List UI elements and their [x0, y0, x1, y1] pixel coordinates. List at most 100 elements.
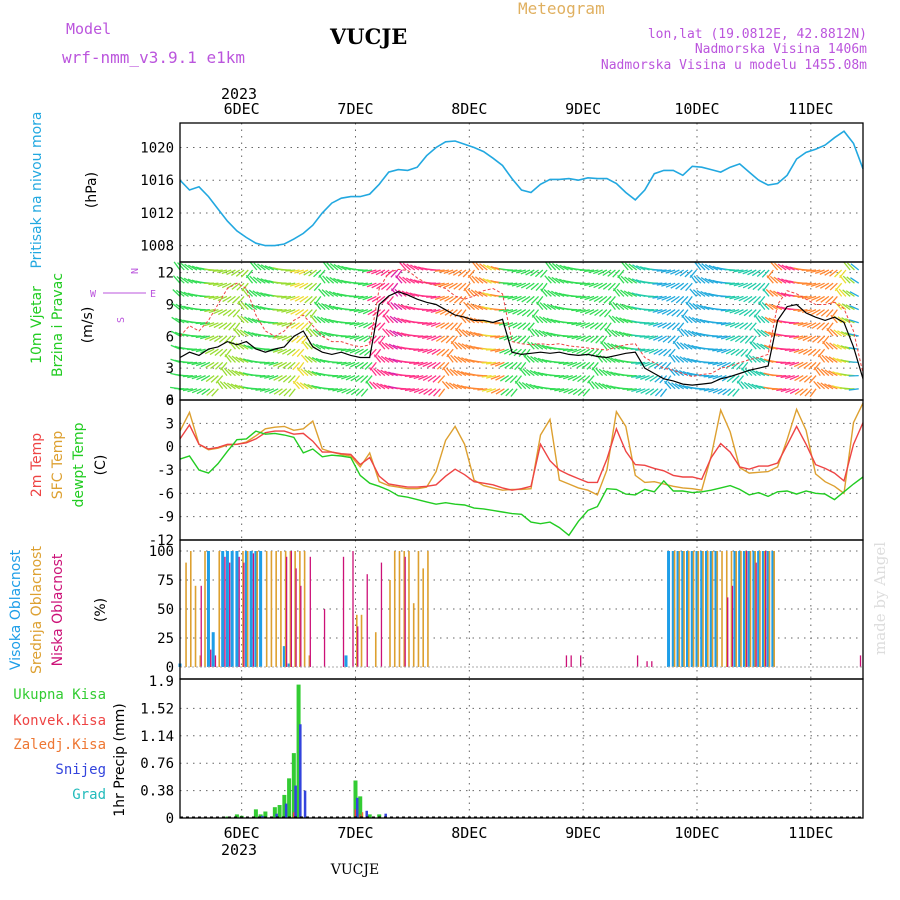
wind-barb: [581, 348, 591, 356]
wind-barb: [820, 309, 830, 317]
wind-barb: [486, 388, 497, 393]
wind-barb: [802, 348, 813, 356]
cloud-high-bar: [738, 551, 742, 667]
wind-barb: [780, 388, 791, 393]
wind-barb: [362, 269, 373, 273]
wind-barb: [209, 348, 219, 356]
wind-barb: [530, 282, 539, 291]
cloud-high-bar: [700, 551, 704, 667]
precip-snow-bar: [261, 815, 264, 818]
wind-barb: [813, 367, 821, 376]
wind-barb: [821, 354, 830, 363]
wind-barb: [735, 361, 744, 370]
wind-barb: [598, 295, 608, 303]
wind-barb: [593, 269, 603, 275]
wind-barb: [811, 309, 821, 315]
wind-barb: [272, 348, 283, 353]
cloud-low-bar: [295, 568, 297, 667]
wind-speed-line: [179, 291, 864, 386]
precip-legend-item: Konvek.Kisa: [13, 713, 106, 729]
wind-barb: [720, 322, 731, 326]
wind-barb: [794, 388, 804, 396]
wind-barb: [502, 282, 514, 285]
wind-barb: [554, 374, 565, 378]
wind-barb: [764, 316, 774, 324]
wind-barb: [768, 317, 778, 324]
wind-barb: [635, 265, 646, 271]
wind-barb: [268, 361, 279, 366]
wind-barb: [329, 263, 339, 271]
wind-barb: [580, 308, 590, 314]
wind-barb: [845, 304, 855, 311]
wind-barb: [807, 335, 817, 342]
cloud-mid-bar: [754, 551, 757, 667]
day-label-top: 9DEC: [565, 100, 601, 118]
wind-barb: [313, 282, 322, 292]
wind-barb: [357, 295, 368, 300]
wind-barb: [539, 269, 548, 278]
wind-barb: [179, 290, 189, 297]
wind-barb: [683, 356, 693, 363]
wind-barb: [277, 361, 288, 368]
wind-barb: [680, 282, 689, 291]
wind-barb: [593, 282, 603, 289]
wind-barb: [332, 291, 343, 297]
wind-barb: [717, 388, 727, 395]
wind-barb: [825, 309, 834, 318]
wind-barb: [210, 361, 219, 370]
cloud-mid-bar: [759, 551, 761, 667]
wind-barb: [276, 295, 287, 298]
wind-barb: [241, 288, 249, 297]
wind-barb: [605, 384, 616, 390]
wind-barb: [575, 295, 586, 299]
wind-barb: [304, 355, 313, 363]
wind-barb: [810, 282, 821, 288]
wind-barb: [533, 356, 544, 363]
wind-barb: [479, 263, 488, 271]
wind-barb: [747, 282, 757, 290]
wind-barb: [308, 269, 317, 277]
wind-barb: [747, 382, 757, 390]
wind-barb: [341, 374, 351, 380]
wind-barb: [357, 282, 368, 286]
wind-barb: [615, 330, 625, 337]
wind-barb: [204, 322, 215, 327]
wind-barb: [799, 375, 808, 382]
wind-barb: [846, 276, 855, 284]
wind-barb: [612, 269, 621, 278]
wind-barb: [409, 374, 420, 379]
model-label: Model: [66, 20, 111, 38]
wind-barb: [187, 374, 198, 379]
cloud-high-bar: [714, 551, 718, 667]
precip-legend-item: Zaledj.Kisa: [13, 737, 106, 753]
wind-barb: [639, 335, 650, 338]
wind-barb: [512, 309, 522, 315]
wind-barb: [290, 295, 300, 301]
wind-barb: [417, 335, 428, 338]
wind-barb: [432, 375, 441, 383]
cloud-mid-bar: [740, 551, 742, 667]
ytick-label: 3: [166, 361, 174, 377]
wind-barb: [657, 335, 667, 342]
ytick-label: 1.14: [140, 729, 174, 745]
wind-barb: [385, 328, 394, 337]
wind-barb: [260, 278, 270, 284]
wind-barb: [720, 308, 731, 312]
wind-barb: [684, 269, 693, 278]
wind-barb: [196, 388, 206, 395]
day-label-top: 8DEC: [451, 100, 487, 118]
wind-barb: [635, 374, 646, 379]
wind-barb: [349, 335, 360, 340]
wind-barb: [849, 319, 859, 324]
wind-barb: [828, 370, 838, 377]
wind-barb: [663, 380, 672, 390]
wind-barb: [504, 375, 514, 383]
wind-barb: [747, 269, 757, 276]
cloud-high-bar: [344, 655, 348, 667]
wind-barb: [648, 295, 659, 298]
wind-barb: [534, 269, 544, 278]
wind-barb: [707, 348, 718, 351]
wind-barb: [756, 342, 766, 350]
precip-snow-bar: [284, 803, 288, 818]
wind-barb: [277, 335, 287, 340]
